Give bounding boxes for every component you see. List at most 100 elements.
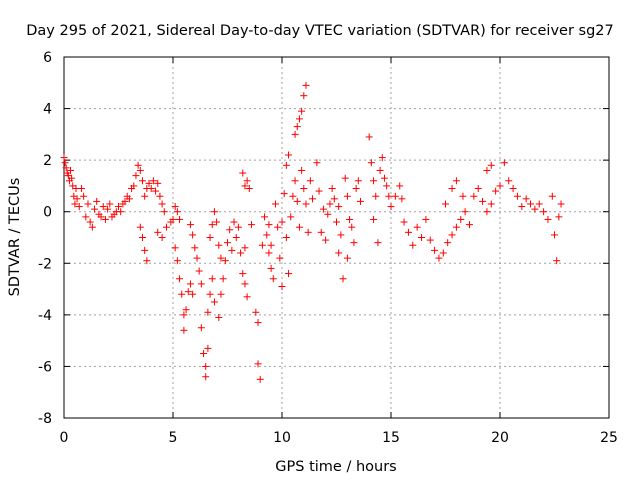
- data-point: [67, 166, 75, 174]
- data-point: [93, 197, 101, 205]
- data-point: [254, 319, 262, 327]
- data-point: [136, 166, 144, 174]
- data-point: [68, 174, 76, 182]
- data-point: [60, 154, 68, 162]
- data-point: [431, 246, 439, 254]
- data-point: [176, 215, 184, 223]
- data-point: [492, 187, 500, 195]
- data-point: [370, 177, 378, 185]
- data-point: [221, 257, 229, 265]
- data-point: [158, 200, 166, 208]
- data-point: [409, 241, 417, 249]
- data-point: [147, 185, 155, 193]
- data-point: [265, 221, 273, 229]
- data-point: [213, 218, 221, 226]
- data-point: [243, 177, 251, 185]
- data-point: [271, 200, 279, 208]
- data-point: [372, 192, 380, 200]
- data-point: [367, 159, 375, 167]
- data-point: [200, 350, 208, 358]
- data-point: [121, 197, 129, 205]
- data-point: [487, 161, 495, 169]
- data-point: [295, 115, 303, 123]
- data-point: [354, 177, 362, 185]
- data-point: [202, 362, 210, 370]
- data-point: [513, 192, 521, 200]
- data-point: [71, 200, 79, 208]
- data-point: [365, 133, 373, 141]
- data-point: [302, 200, 310, 208]
- data-point: [285, 151, 293, 159]
- data-point: [176, 275, 184, 283]
- data-point: [398, 195, 406, 203]
- data-point: [115, 203, 122, 211]
- data-point: [474, 185, 482, 193]
- data-point: [226, 226, 234, 234]
- data-point: [193, 254, 201, 262]
- y-axis-label: SDTVAR / TECUs: [7, 178, 23, 297]
- y-tick-label: 2: [43, 153, 52, 169]
- data-point: [180, 326, 188, 334]
- data-point: [82, 213, 90, 221]
- data-point: [171, 203, 179, 211]
- data-point: [243, 293, 251, 301]
- data-point: [531, 205, 539, 213]
- data-point: [298, 166, 306, 174]
- data-point: [289, 192, 297, 200]
- y-tick-label: -6: [38, 359, 52, 375]
- data-point: [341, 174, 349, 182]
- data-point: [352, 185, 360, 193]
- data-point: [62, 164, 70, 172]
- data-point: [224, 239, 231, 247]
- data-point: [324, 210, 332, 218]
- data-point: [348, 223, 356, 231]
- data-point: [300, 92, 308, 100]
- data-point: [256, 375, 264, 383]
- data-point: [370, 215, 378, 223]
- data-point: [418, 234, 426, 241]
- data-point: [162, 223, 170, 231]
- data-point: [104, 205, 112, 213]
- data-point: [156, 192, 164, 200]
- data-point: [73, 195, 81, 203]
- data-point: [343, 254, 351, 262]
- data-point: [452, 223, 460, 231]
- data-point: [285, 270, 293, 278]
- data-point: [241, 244, 249, 252]
- data-point: [380, 174, 388, 182]
- data-point: [237, 249, 245, 257]
- data-point: [557, 200, 565, 208]
- data-point: [346, 215, 354, 223]
- data-point: [138, 234, 146, 241]
- data-point: [527, 200, 535, 208]
- y-tick-label: -8: [38, 411, 52, 427]
- y-tick-label: -2: [38, 256, 52, 272]
- data-point: [132, 172, 140, 180]
- data-point: [378, 154, 386, 162]
- data-point: [158, 234, 166, 241]
- data-point: [496, 182, 504, 190]
- data-point: [189, 231, 197, 239]
- y-tick-label: 4: [43, 102, 52, 118]
- x-tick-label: 20: [491, 430, 509, 446]
- data-point: [210, 298, 218, 306]
- data-point: [130, 182, 138, 190]
- data-point: [86, 218, 94, 226]
- data-point: [439, 249, 447, 257]
- data-point: [204, 344, 212, 352]
- data-point: [145, 179, 153, 187]
- data-point: [208, 221, 216, 229]
- data-point: [376, 166, 384, 174]
- data-point: [245, 185, 253, 193]
- y-tick-label: 6: [43, 50, 52, 66]
- y-axis: -8 -6 -4 -2 0 2 4 6: [38, 50, 609, 427]
- data-point: [263, 231, 271, 239]
- data-point: [117, 208, 125, 216]
- y-tick-label: -4: [38, 308, 52, 324]
- data-point: [206, 290, 214, 298]
- data-point: [261, 213, 269, 221]
- data-point: [101, 215, 109, 223]
- data-point: [241, 280, 249, 288]
- data-point: [319, 205, 327, 213]
